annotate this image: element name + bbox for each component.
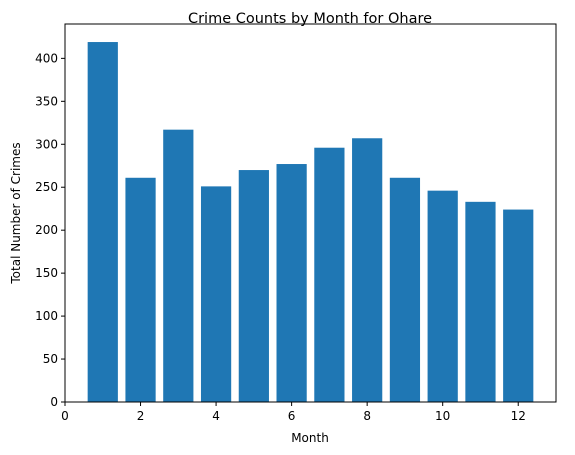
- x-tick-label: 8: [363, 409, 371, 423]
- x-tick-label: 4: [212, 409, 220, 423]
- x-tick-label: 2: [137, 409, 145, 423]
- bar-month-11: [465, 201, 496, 402]
- bar-month-5: [238, 170, 269, 402]
- x-tick-label: 6: [288, 409, 296, 423]
- bar-month-10: [427, 190, 458, 402]
- chart-title: Crime Counts by Month for Ohare: [188, 11, 432, 27]
- x-axis-ticks: 0 2 4 6 8 10 12: [61, 402, 526, 423]
- plot-frame: [64, 23, 557, 403]
- y-tick-label: 350: [35, 94, 58, 108]
- y-tick-label: 200: [35, 223, 58, 237]
- bar-month-2: [125, 177, 156, 402]
- y-tick-label: 400: [35, 51, 58, 65]
- y-axis-ticks: 0 50 100 150 200 250 300 350 400: [35, 51, 65, 409]
- bar-month-8: [352, 138, 383, 402]
- bar-month-6: [276, 164, 307, 402]
- y-tick-label: 100: [35, 309, 58, 323]
- bar-month-1: [87, 42, 118, 402]
- x-tick-label: 10: [435, 409, 450, 423]
- y-tick-label: 300: [35, 137, 58, 151]
- bar-month-4: [200, 186, 232, 402]
- x-tick-label: 12: [511, 409, 526, 423]
- bars-layer: [87, 42, 534, 403]
- y-axis-label: Total Number of Crimes: [9, 142, 23, 284]
- bar-month-3: [163, 129, 194, 403]
- y-tick-label: 250: [35, 180, 58, 194]
- bar-month-9: [389, 177, 421, 402]
- x-tick-label: 0: [61, 409, 69, 423]
- x-axis-label: Month: [291, 431, 329, 445]
- y-tick-label: 150: [35, 266, 58, 280]
- bar-month-7: [314, 147, 345, 402]
- bar-month-12: [503, 209, 534, 402]
- y-tick-label: 0: [50, 395, 58, 409]
- y-tick-label: 50: [43, 352, 58, 366]
